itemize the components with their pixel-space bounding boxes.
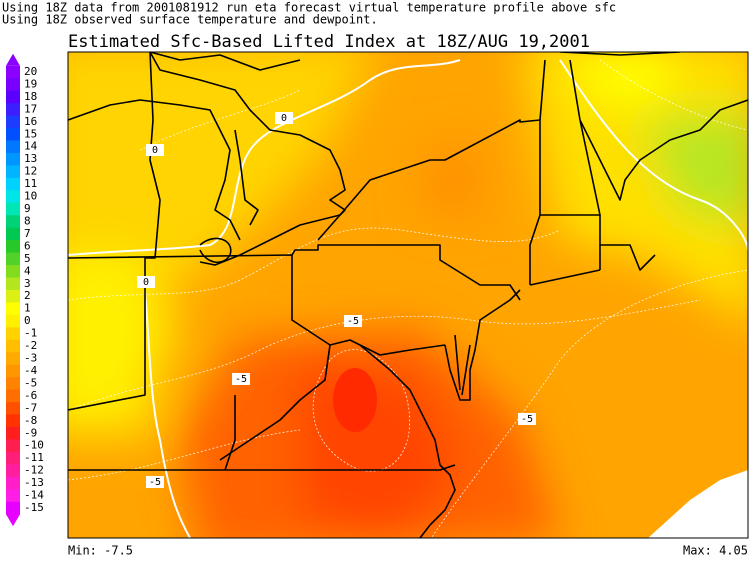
legend-swatch [6, 414, 20, 428]
contour-labels: 0 0 0 -5 -5 -5 -5 [137, 112, 536, 488]
legend-label: 10 [24, 190, 37, 203]
legend-label: 18 [24, 90, 37, 103]
legend-swatch [6, 476, 20, 490]
legend-swatch [6, 78, 20, 92]
legend-label: -10 [24, 439, 44, 452]
legend-label: -5 [24, 376, 37, 389]
legend-label: -12 [24, 464, 44, 477]
contour-label: -5 [235, 374, 247, 385]
legend-swatch [6, 352, 20, 366]
legend-swatch [6, 165, 20, 179]
legend-swatch [6, 152, 20, 166]
contour-label: 0 [152, 145, 158, 156]
legend-swatch [6, 514, 20, 527]
legend-label: -4 [24, 364, 38, 377]
contour-label-bg [344, 315, 362, 327]
legend-label: 4 [24, 264, 31, 277]
header-line: Using 18Z observed surface temperature a… [2, 13, 378, 27]
legend-swatch [6, 402, 20, 416]
contour-label-bg [518, 413, 536, 425]
legend-swatch [6, 90, 20, 104]
contour-label: -5 [149, 477, 161, 488]
contour-label-bg [275, 112, 293, 124]
legend-label: 7 [24, 227, 31, 240]
legend-label: 19 [24, 77, 37, 90]
legend-label: 1 [24, 302, 31, 315]
legend-label: 0 [24, 314, 31, 327]
min-label: Min: -7.5 [68, 544, 133, 558]
legend-swatch [6, 327, 20, 341]
legend-swatch [6, 128, 20, 142]
legend-swatch [6, 314, 20, 328]
legend-label: -13 [24, 476, 44, 489]
legend-label: -2 [24, 339, 37, 352]
legend-swatch [6, 215, 20, 229]
max-label: Max: 4.05 [683, 544, 748, 558]
legend-label: 15 [24, 127, 37, 140]
map [68, 52, 748, 538]
legend-swatch [6, 339, 20, 353]
legend-label: -3 [24, 352, 37, 365]
legend-swatch [6, 427, 20, 440]
legend-swatch [6, 377, 20, 391]
legend-swatch [6, 290, 20, 303]
legend-swatch [6, 302, 20, 316]
contour-label-bg [232, 373, 250, 385]
legend-swatch [6, 451, 20, 465]
contour-label-bg [146, 144, 164, 156]
legend-label: 3 [24, 277, 31, 290]
legend-swatch [6, 265, 20, 279]
contour-label: 0 [281, 113, 287, 124]
legend-label: -9 [24, 426, 37, 439]
legend-swatch [6, 190, 20, 204]
legend-label: -1 [24, 327, 37, 340]
legend-swatch [6, 464, 20, 478]
legend: 20191817161514131211109876543210-1-2-3-4… [6, 53, 44, 527]
legend-swatch [6, 389, 20, 403]
legend-label: 12 [24, 165, 37, 178]
legend-label: 11 [24, 177, 37, 190]
legend-label: 9 [24, 202, 31, 215]
contour-label-bg [137, 276, 155, 288]
legend-swatch [6, 115, 20, 129]
legend-swatch [6, 177, 20, 191]
legend-swatch [6, 277, 20, 291]
title: Estimated Sfc-Based Lifted Index at 18Z/… [68, 32, 590, 52]
header-line: Using 18Z data from 2001081912 run eta f… [2, 1, 616, 15]
legend-label: 6 [24, 239, 31, 252]
legend-label: -8 [24, 414, 37, 427]
legend-label: -7 [24, 401, 37, 414]
legend-swatch [6, 65, 20, 79]
contour-label: 0 [143, 277, 149, 288]
legend-swatch [6, 202, 20, 216]
legend-label: 16 [24, 115, 37, 128]
contour-label-bg [146, 476, 164, 488]
legend-swatch [6, 240, 20, 254]
legend-swatch [6, 140, 20, 154]
legend-label: 5 [24, 252, 31, 265]
legend-swatch [6, 364, 20, 378]
legend-label: -15 [24, 501, 44, 514]
contour-label: -5 [347, 316, 359, 327]
legend-swatch [6, 53, 20, 66]
legend-label: -11 [24, 451, 44, 464]
legend-label: 20 [24, 65, 37, 78]
legend-label: 17 [24, 102, 37, 115]
legend-label: 13 [24, 152, 37, 165]
legend-label: 8 [24, 214, 31, 227]
legend-swatch [6, 489, 20, 503]
legend-label: -14 [24, 489, 44, 502]
map-frame [67, 51, 749, 539]
legend-swatch [6, 227, 20, 241]
contour-label: -5 [521, 414, 533, 425]
legend-swatch [6, 501, 20, 515]
legend-swatch [6, 252, 20, 266]
legend-swatch [6, 103, 20, 117]
legend-label: -6 [24, 389, 37, 402]
legend-label: 2 [24, 289, 31, 302]
legend-label: 14 [24, 140, 38, 153]
legend-swatch [6, 439, 20, 453]
